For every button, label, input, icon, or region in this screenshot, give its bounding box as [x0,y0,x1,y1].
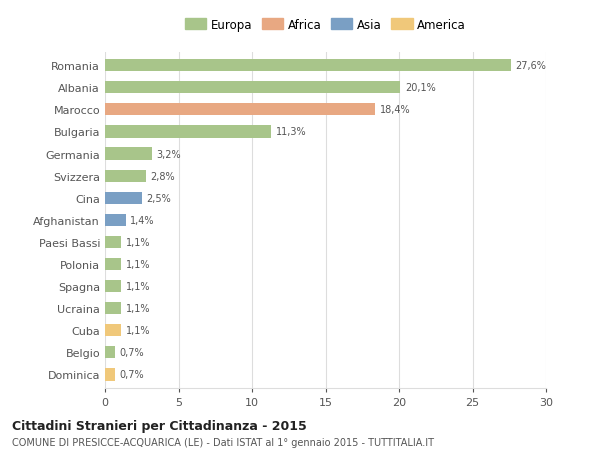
Bar [105,192,142,204]
Text: COMUNE DI PRESICCE-ACQUARICA (LE) - Dati ISTAT al 1° gennaio 2015 - TUTTITALIA.I: COMUNE DI PRESICCE-ACQUARICA (LE) - Dati… [12,437,434,447]
Text: 0,7%: 0,7% [120,347,145,358]
Text: 1,1%: 1,1% [125,325,150,336]
Legend: Europa, Africa, Asia, America: Europa, Africa, Asia, America [181,15,470,35]
Bar [105,170,146,182]
Text: 2,5%: 2,5% [146,193,171,203]
Text: 1,4%: 1,4% [130,215,154,225]
Bar [105,258,121,270]
Bar [105,347,115,358]
Bar [105,214,125,226]
Text: 0,7%: 0,7% [120,369,145,380]
Text: 11,3%: 11,3% [275,127,306,137]
Text: 1,1%: 1,1% [125,303,150,313]
Bar [105,325,121,336]
Text: 2,8%: 2,8% [151,171,175,181]
Bar [105,104,376,116]
Text: 1,1%: 1,1% [125,259,150,269]
Bar [105,82,400,94]
Text: Cittadini Stranieri per Cittadinanza - 2015: Cittadini Stranieri per Cittadinanza - 2… [12,419,307,432]
Text: 18,4%: 18,4% [380,105,410,115]
Text: 1,1%: 1,1% [125,237,150,247]
Bar [105,126,271,138]
Bar [105,60,511,72]
Text: 20,1%: 20,1% [405,83,436,93]
Bar [105,302,121,314]
Bar [105,369,115,381]
Text: 1,1%: 1,1% [125,281,150,291]
Text: 27,6%: 27,6% [515,61,546,71]
Text: 3,2%: 3,2% [157,149,181,159]
Bar [105,236,121,248]
Bar [105,280,121,292]
Bar [105,148,152,160]
